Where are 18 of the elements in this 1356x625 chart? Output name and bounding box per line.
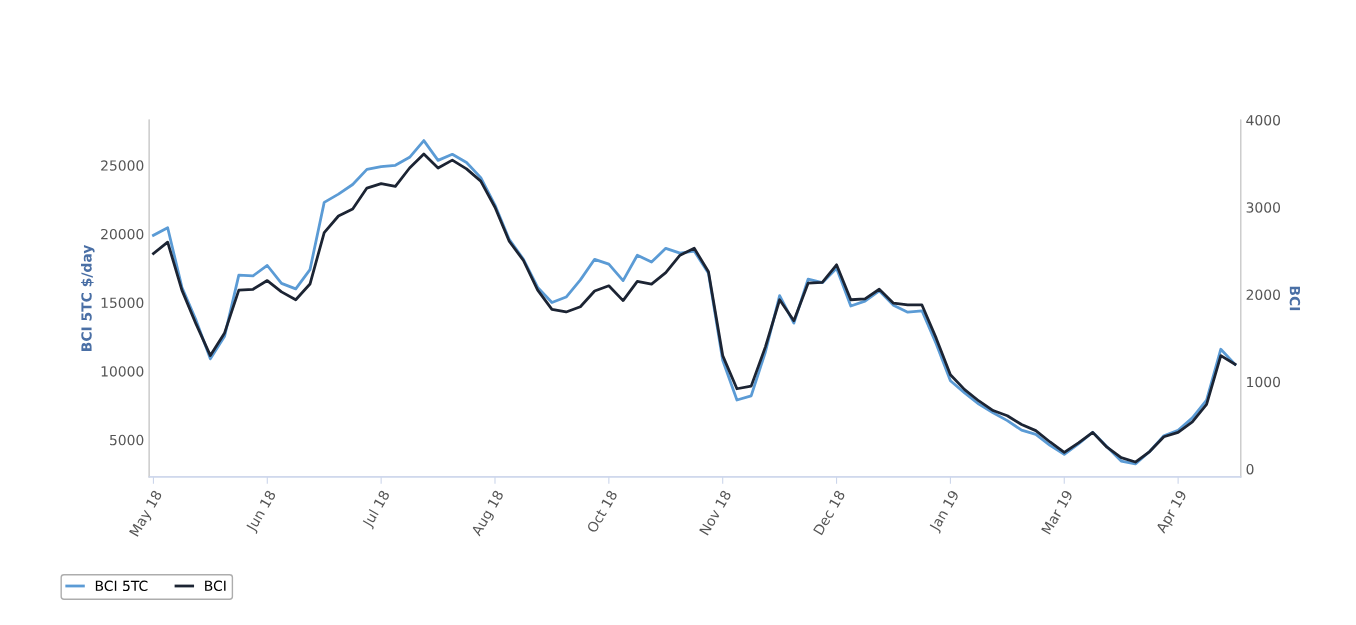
y-tick-label: 10000 [101, 366, 144, 377]
x-tick-label: Jul 18 [361, 489, 393, 530]
y-axis-title: BCI 5TC $/day [81, 244, 95, 351]
y2-tick-label: 1000 [1247, 376, 1281, 388]
y2-tick-label: 2000 [1246, 289, 1281, 300]
y-tick-label: 20000 [101, 228, 144, 240]
y2-axis-title: BCI [1289, 286, 1301, 311]
y2-tick-label: 0 [1246, 463, 1254, 475]
y2-tick-label: 3000 [1246, 202, 1281, 213]
x-tick-label: Jun 18 [245, 489, 279, 534]
y-tick-label: 5000 [110, 434, 144, 446]
y-tick-label: 25000 [101, 160, 144, 171]
y2-tick-label: 4000 [1246, 114, 1281, 126]
x-tick-label: Oct 18 [586, 489, 618, 534]
legend-label: BCI [205, 580, 226, 592]
legend-label: BCI 5TC [95, 580, 148, 592]
x-tick-label: Jan 19 [928, 489, 962, 534]
y-tick-label: 15000 [101, 297, 144, 309]
